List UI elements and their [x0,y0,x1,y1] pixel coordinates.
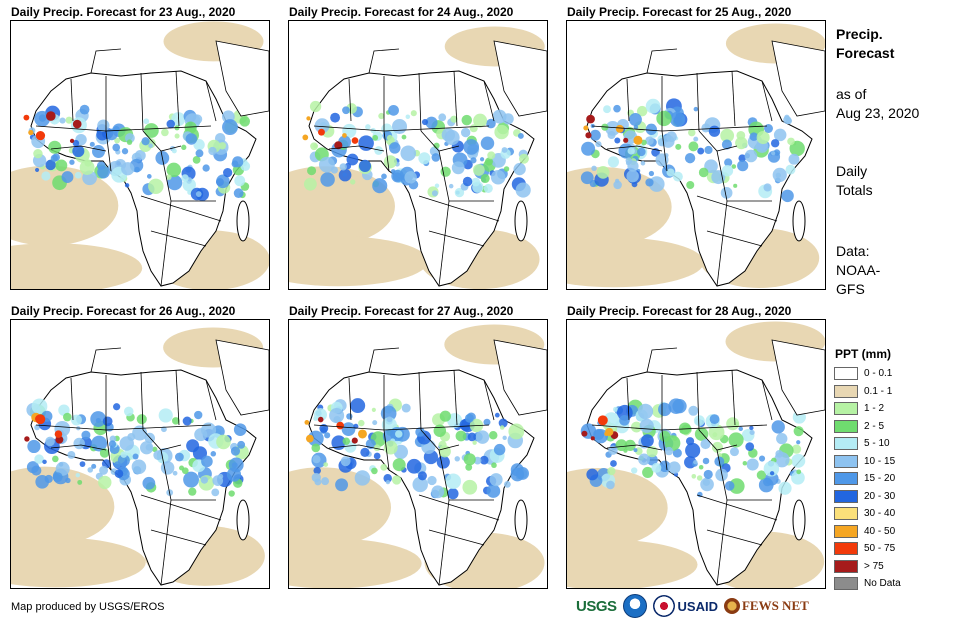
panel-title: Daily Precip. Forecast for 25 Aug., 2020 [567,5,792,19]
as-of-text: as of Aug 23, 2020 [836,85,919,123]
legend-swatch [834,507,858,521]
legend-swatch [834,559,858,573]
legend-item: > 75 [834,558,901,576]
precip-map [566,319,826,589]
legend-swatch [834,542,858,556]
usgs-logo: USGS [576,598,617,615]
legend-swatch [834,419,858,433]
as-of-line1: as of [836,86,867,102]
legend-swatch [834,384,858,398]
panel-title: Daily Precip. Forecast for 27 Aug., 2020 [289,304,514,318]
legend-item: 10 - 15 [834,453,901,471]
forecast-panel-2: Daily Precip. Forecast for 24 Aug., 2020 [288,5,548,290]
totals-line1: Daily [836,163,868,179]
legend-item: 2 - 5 [834,418,901,436]
legend-label: 2 - 5 [864,420,885,432]
legend-item: 1 - 2 [834,400,901,418]
map-credit: Map produced by USGS/EROS [11,601,165,613]
legend-item: 5 - 10 [834,435,901,453]
as-of-line2: Aug 23, 2020 [836,105,920,121]
legend-items: 0 - 0.1 0.1 - 1 1 - 2 2 - 5 5 - 10 10 - 15 15 … [834,365,901,593]
legend-label: No Data [864,578,901,590]
legend-label: 1 - 2 [864,403,885,415]
legend-swatch [834,489,858,503]
totals-line2: Totals [836,182,873,198]
precip-map [288,20,548,290]
data-line3: GFS [836,281,865,297]
sidebar-title-line2: Forecast [836,45,895,61]
usaid-seal-icon [652,595,675,617]
legend-label: 20 - 30 [864,490,896,502]
forecast-panel-3: Daily Precip. Forecast for 25 Aug., 2020 [566,5,826,290]
legend-label: 0 - 0.1 [864,368,893,380]
legend-label: 30 - 40 [864,508,896,520]
panel-title: Daily Precip. Forecast for 28 Aug., 2020 [567,304,792,318]
legend-label: 40 - 50 [864,525,896,537]
legend-title: PPT (mm) [835,347,892,361]
legend-label: 0.1 - 1 [864,385,893,397]
legend-item: 50 - 75 [834,540,901,558]
sidebar-title: Precip. Forecast [836,25,894,63]
legend-item: No Data [834,575,901,593]
legend-swatch [834,524,858,538]
precip-map [288,319,548,589]
noaa-icon [622,594,647,618]
fewsnet-icon [723,598,740,614]
precip-map [566,20,826,290]
legend-label: 5 - 10 [864,438,890,450]
noaa-logo [622,594,647,618]
legend-label: 10 - 15 [864,455,896,467]
legend-swatch [834,367,858,381]
forecast-panel-4: Daily Precip. Forecast for 26 Aug., 2020 [10,304,270,589]
usaid-wordmark: USAID [677,598,718,614]
panel-title: Daily Precip. Forecast for 23 Aug., 2020 [11,5,236,19]
forecast-panel-1: Daily Precip. Forecast for 23 Aug., 2020 [10,5,270,290]
data-line2: NOAA- [836,262,881,278]
ppt-legend: PPT (mm) 0 - 0.1 0.1 - 1 1 - 2 2 - 5 5 - 10 1… [834,347,901,593]
legend-item: 20 - 30 [834,488,901,506]
africa-map [11,21,269,289]
fewsnet-logo: FEWS NET [723,598,809,614]
usaid-logo: USAID [652,595,718,617]
precip-map [10,20,270,290]
data-line1: Data: [836,243,870,259]
legend-swatch [834,577,858,591]
legend-swatch [834,454,858,468]
forecast-panel-6: Daily Precip. Forecast for 28 Aug., 2020 [566,304,826,589]
forecast-panel-5: Daily Precip. Forecast for 27 Aug., 2020 [288,304,548,589]
sidebar-title-line1: Precip. [836,26,883,42]
legend-item: 30 - 40 [834,505,901,523]
usgs-wordmark: USGS [576,597,617,615]
totals-text: Daily Totals [836,162,873,200]
africa-map [289,26,547,289]
legend-label: 50 - 75 [864,543,896,555]
africa-map [11,327,269,588]
legend-item: 40 - 50 [834,523,901,541]
legend-item: 0 - 0.1 [834,365,901,383]
legend-label: > 75 [864,560,884,572]
legend-item: 0.1 - 1 [834,383,901,401]
fewsnet-wordmark: FEWS NET [741,598,809,613]
africa-map [289,324,547,588]
africa-map [567,321,825,588]
panel-title: Daily Precip. Forecast for 26 Aug., 2020 [11,304,236,318]
legend-label: 15 - 20 [864,473,896,485]
legend-swatch [834,402,858,416]
legend-swatch [834,472,858,486]
africa-map [567,23,825,288]
legend-swatch [834,437,858,451]
precip-map [10,319,270,589]
legend-item: 15 - 20 [834,470,901,488]
data-source-text: Data: NOAA- GFS [836,242,880,299]
logos-strip: USGS USAID FEWS NET [576,594,809,618]
panel-title: Daily Precip. Forecast for 24 Aug., 2020 [289,5,514,19]
